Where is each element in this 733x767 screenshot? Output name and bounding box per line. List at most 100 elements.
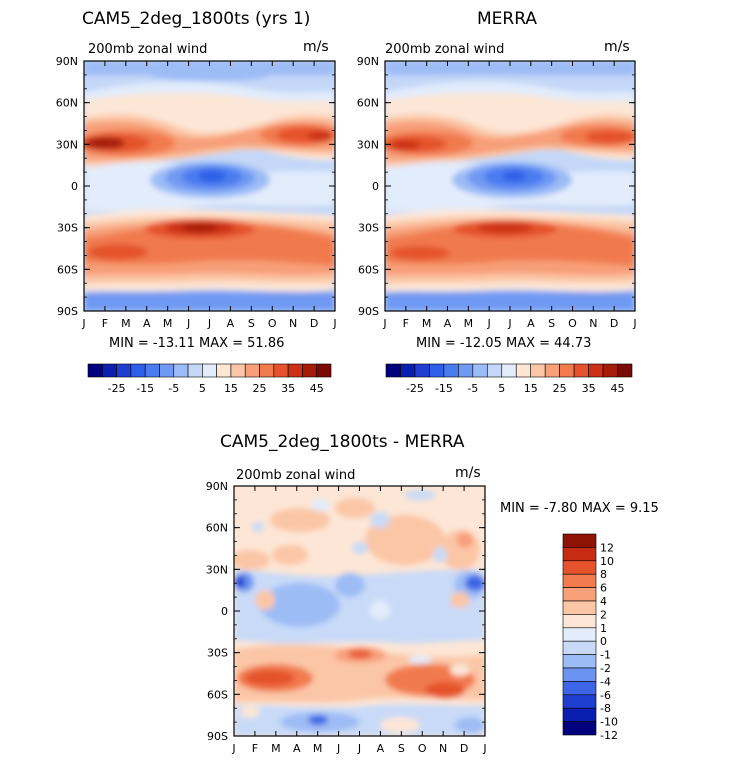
y-tick-label: 30N [206, 563, 228, 576]
colorbar-label: 6 [600, 582, 607, 595]
colorbar-swatch [562, 547, 597, 562]
colorbar-label: -5 [168, 382, 179, 395]
y-tick-label: 30N [357, 138, 379, 151]
colorbar-label: 35 [281, 382, 295, 395]
panel-model-field [84, 61, 335, 311]
panel-model: CAM5_2deg_1800ts (yrs 1) 200mb zonal win… [56, 9, 337, 395]
y-tick-label: 30S [358, 222, 379, 235]
panel-diff-field [234, 486, 485, 736]
colorbar-swatch [530, 363, 546, 378]
x-tick-label: A [143, 317, 151, 330]
colorbar-swatch [472, 363, 488, 378]
x-tick-label: N [289, 317, 297, 330]
panel-obs-field [385, 61, 635, 311]
x-tick-label: J [482, 742, 486, 755]
colorbar-label: 8 [600, 568, 607, 581]
x-tick-label: M [422, 317, 432, 330]
colorbar-swatch [562, 681, 597, 696]
panel-obs: MERRA 200mb zonal wind m/s [357, 9, 637, 395]
y-tick-label: 90S [358, 305, 379, 318]
x-tick-label: J [332, 317, 336, 330]
y-tick-label: 0 [71, 180, 78, 193]
x-tick-label: M [313, 742, 323, 755]
x-tick-label: A [527, 317, 535, 330]
panel-obs-units: m/s [604, 39, 630, 55]
x-tick-label: O [568, 317, 577, 330]
colorbar-swatch [486, 363, 503, 378]
colorbar-label: -2 [600, 662, 611, 675]
colorbar-swatch [400, 363, 416, 378]
y-tick-label: 30S [207, 647, 228, 660]
x-tick-label: J [186, 317, 190, 330]
colorbar-swatch [144, 363, 160, 378]
colorbar-swatch [259, 363, 275, 378]
panel-model-title: CAM5_2deg_1800ts (yrs 1) [82, 9, 310, 29]
x-tick-label: J [487, 317, 491, 330]
colorbar-swatch [87, 363, 103, 378]
y-tick-label: 0 [221, 605, 228, 618]
y-tick-label: 30N [56, 138, 78, 151]
panel-obs-subtitle: 200mb zonal wind [385, 42, 504, 57]
colorbar-label: 2 [600, 608, 607, 621]
y-tick-label: 90N [357, 55, 379, 68]
colorbar-swatch [562, 533, 597, 548]
colorbar-label: 10 [600, 555, 614, 568]
y-tick-label: 90N [206, 480, 228, 493]
colorbar-swatch [562, 600, 597, 615]
colorbar-swatch [602, 363, 618, 378]
y-tick-label: 60N [56, 97, 78, 110]
x-tick-label: O [268, 317, 277, 330]
x-tick-label: J [382, 317, 386, 330]
x-tick-label: A [293, 742, 301, 755]
colorbar-label: -6 [600, 689, 611, 702]
x-tick-label: N [439, 742, 447, 755]
colorbar-label: 25 [553, 382, 567, 395]
panel-diff: CAM5_2deg_1800ts - MERRA 200mb zonal win… [206, 432, 659, 755]
colorbar-swatch [302, 363, 318, 378]
panel-model-subtitle: 200mb zonal wind [88, 42, 207, 57]
colorbar-swatch [588, 363, 604, 378]
colorbar-label: 45 [310, 382, 324, 395]
y-tick-label: 60S [57, 263, 78, 276]
x-tick-label: N [589, 317, 597, 330]
colorbar-swatch [202, 363, 217, 378]
x-tick-label: J [507, 317, 511, 330]
colorbar-swatch [429, 363, 445, 378]
colorbar-swatch [559, 363, 575, 378]
x-tick-label: S [248, 317, 255, 330]
colorbar-label: -12 [600, 729, 618, 742]
x-tick-label: J [207, 317, 211, 330]
x-tick-label: O [418, 742, 427, 755]
colorbar-swatch [544, 363, 560, 378]
colorbar-swatch [562, 627, 597, 642]
x-tick-label: J [81, 317, 85, 330]
colorbar-swatch [316, 363, 332, 378]
colorbar-swatch [130, 363, 146, 378]
panel-model-units: m/s [303, 39, 329, 55]
colorbar-label: 0 [600, 635, 607, 648]
colorbar-swatch [562, 587, 597, 602]
colorbar-swatch [116, 363, 132, 378]
x-tick-label: D [310, 317, 318, 330]
x-tick-label: F [252, 742, 258, 755]
y-tick-label: 60S [207, 688, 228, 701]
colorbar-swatch [458, 363, 474, 378]
colorbar-swatch [573, 363, 589, 378]
y-tick-label: 60N [357, 97, 379, 110]
x-tick-label: J [231, 742, 235, 755]
x-tick-label: M [163, 317, 173, 330]
colorbar-label: 1 [600, 622, 607, 635]
colorbar-swatch [562, 707, 597, 722]
colorbar-swatch [562, 667, 597, 682]
x-tick-label: D [460, 742, 468, 755]
colorbar-label: 35 [582, 382, 596, 395]
colorbar-swatch [159, 363, 175, 378]
x-tick-label: A [227, 317, 235, 330]
colorbar-label: 15 [524, 382, 538, 395]
colorbar-label: 12 [600, 541, 614, 554]
colorbar-swatch [414, 363, 430, 378]
colorbar-swatch [562, 654, 597, 669]
colorbar-swatch [617, 363, 633, 378]
